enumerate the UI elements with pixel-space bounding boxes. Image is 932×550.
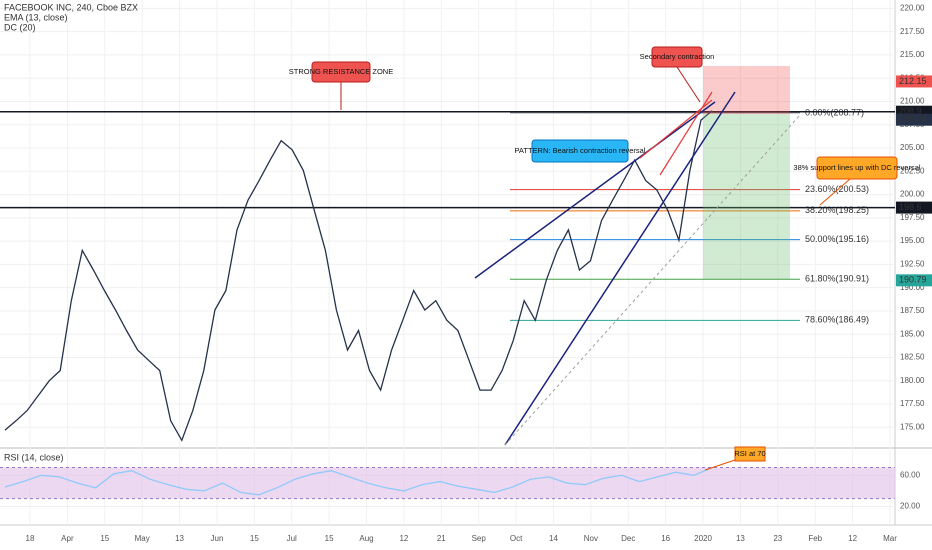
fib-label: 23.60%(200.53) (805, 184, 869, 194)
annotation: STRONG RESISTANCE ZONE (289, 67, 393, 76)
trend-line (659, 91, 713, 176)
price-badge (896, 113, 932, 126)
x-tick-label: Jul (287, 534, 297, 543)
trend-line (504, 114, 801, 446)
y-tick-label: 187.50 (900, 306, 925, 315)
x-tick-label: 23 (773, 534, 782, 543)
y-tick-label: 177.50 (900, 399, 925, 408)
price-badge-label: 198.6 (899, 202, 922, 212)
callout (531, 139, 629, 163)
fib-label: 61.80%(190.91) (805, 274, 869, 284)
price-badge-label: 208.9 (899, 106, 922, 116)
x-tick-label: 21 (437, 534, 446, 543)
price-badge-label: 190.79 (899, 275, 927, 285)
price-badge (896, 274, 932, 287)
x-tick-label: Nov (584, 534, 598, 543)
x-tick-label: 15 (250, 534, 259, 543)
callout-pointer (819, 178, 851, 206)
legend-item: DC (20) (4, 22, 36, 32)
y-tick-label: 215.00 (900, 50, 925, 59)
fib-label: 78.60%(186.49) (805, 315, 869, 325)
callout (734, 446, 766, 462)
y-tick-label: 192.50 (900, 260, 925, 269)
x-tick-label: Sep (472, 534, 487, 543)
y-tick-label: 202.50 (900, 166, 925, 175)
price-line (4, 110, 713, 442)
y-tick-label: 220.00 (900, 3, 925, 12)
x-tick-label: Oct (510, 534, 523, 543)
x-tick-label: 18 (26, 534, 35, 543)
y-tick-label: 217.50 (900, 27, 925, 36)
y-tick-label: 180.00 (900, 376, 925, 385)
x-tick-label: Apr (61, 534, 74, 543)
fib-label: 50.00%(195.16) (805, 234, 869, 244)
callout-pointer (704, 459, 736, 471)
callout (816, 156, 898, 180)
x-tick-label: Dec (621, 534, 635, 543)
trend-line (504, 91, 736, 446)
x-tick-label: 16 (661, 534, 670, 543)
y-tick-label: 195.00 (900, 236, 925, 245)
annotation: RSI at 70 (734, 449, 765, 458)
price-line (4, 467, 713, 496)
y-tick-label: 185.00 (900, 329, 925, 338)
annotation: 38% support lines up with DC reversal (793, 163, 920, 172)
y-tick-label: 190.00 (900, 283, 925, 292)
y-tick-label: 182.50 (900, 353, 925, 362)
x-tick-label: May (135, 534, 150, 543)
y-tick-label: 175.00 (900, 422, 925, 431)
symbol-title: FACEBOOK INC, 240, Cboe BZX (4, 2, 138, 12)
price-badge-label: 212.15 (899, 76, 927, 86)
x-tick-label: Mar (883, 534, 897, 543)
rsi-title: RSI (14, close) (4, 452, 64, 462)
x-tick-label: 2020 (694, 534, 712, 543)
x-tick-label: 13 (736, 534, 745, 543)
x-tick-label: 14 (549, 534, 558, 543)
y-tick-label: 197.50 (900, 213, 925, 222)
price-badge (896, 201, 932, 214)
fib-label: 38.20%(198.25) (805, 205, 869, 215)
y-tick-label: 200.00 (900, 190, 925, 199)
x-tick-label: 15 (325, 534, 334, 543)
y-tick-label: 60.00 (900, 470, 921, 479)
x-tick-label: 15 (100, 534, 109, 543)
x-tick-label: Aug (359, 534, 373, 543)
x-tick-label: Feb (808, 534, 822, 543)
y-tick-label: 20.00 (900, 502, 921, 511)
x-tick-label: 12 (399, 534, 408, 543)
target-zone (703, 114, 790, 280)
stop-zone (703, 66, 790, 114)
trend-line (474, 101, 716, 279)
annotation: Secondary contraction (640, 52, 715, 61)
y-tick-label: 205.00 (900, 143, 925, 152)
x-tick-label: 13 (175, 534, 184, 543)
trend-line (639, 99, 713, 159)
price-badge (896, 75, 932, 88)
y-tick-label: 210.00 (900, 97, 925, 106)
callout-pointer (676, 66, 701, 103)
x-tick-label: Jun (211, 534, 224, 543)
legend-item: EMA (13, close) (4, 12, 68, 22)
annotation: PATTERN: Bearish contraction reversal (514, 146, 645, 155)
x-tick-label: 12 (848, 534, 857, 543)
price-badge-label: 208.04 (899, 114, 927, 124)
